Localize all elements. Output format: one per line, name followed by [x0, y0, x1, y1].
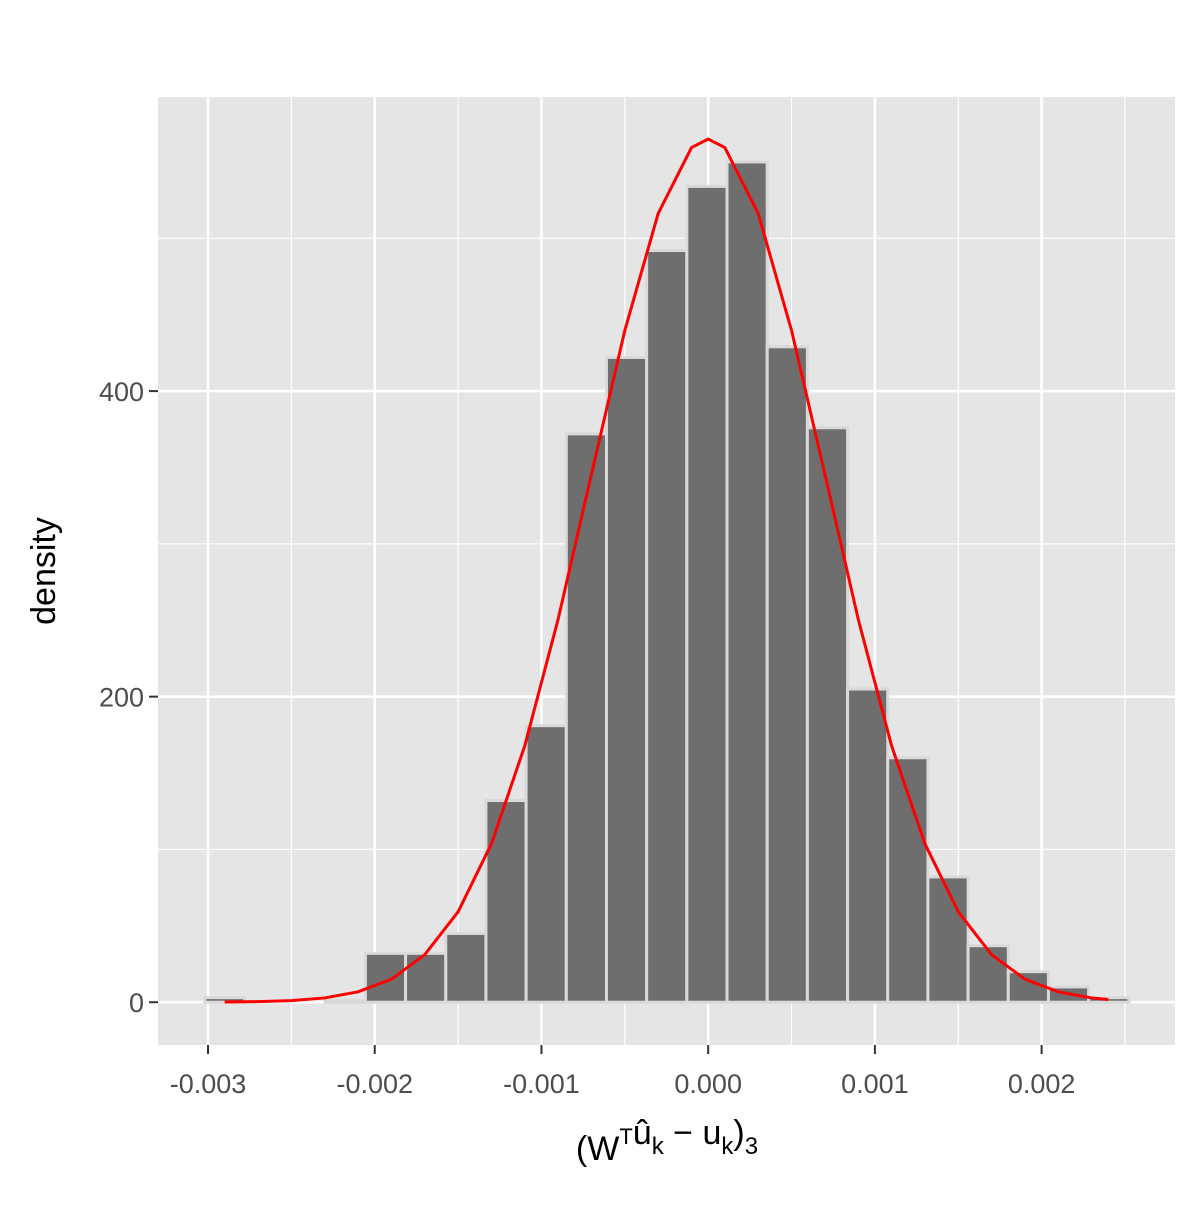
- bar: [725, 160, 769, 1004]
- bar: [404, 951, 448, 1004]
- bar: [886, 756, 930, 1004]
- bar: [846, 687, 890, 1004]
- bar: [926, 875, 970, 1004]
- bar: [645, 249, 689, 1004]
- x-axis-label-part: ): [733, 1114, 744, 1152]
- bar: [363, 951, 408, 1004]
- y-tick-label: 0: [129, 988, 144, 1018]
- y-tick-label: 200: [99, 683, 144, 713]
- x-axis-label-part: (W: [576, 1130, 619, 1168]
- bar: [444, 931, 488, 1004]
- x-axis-label-part: T: [619, 1124, 632, 1149]
- bar: [805, 426, 850, 1004]
- density-curve: [224, 137, 1109, 1004]
- y-tick-label: 400: [99, 377, 144, 407]
- bar: [966, 944, 1010, 1004]
- bar: [484, 799, 528, 1004]
- x-tick-label: -0.001: [503, 1069, 580, 1099]
- bar: [685, 184, 729, 1004]
- x-tick-label: -0.003: [170, 1069, 247, 1099]
- x-tick-label: 0.001: [841, 1069, 909, 1099]
- x-axis-label-part: − u: [664, 1114, 722, 1152]
- x-tick-label: 0.002: [1008, 1069, 1076, 1099]
- x-axis-label-part: k: [721, 1133, 734, 1160]
- x-axis-label-part: û: [633, 1114, 652, 1152]
- x-axis-label: (WTûk − uk)3: [576, 1114, 758, 1168]
- bar: [564, 432, 608, 1004]
- bar: [604, 355, 649, 1004]
- bar: [524, 724, 568, 1004]
- x-axis-label-part: k: [652, 1133, 665, 1160]
- x-axis-label-part: 3: [745, 1133, 758, 1160]
- x-tick-label: 0.000: [674, 1069, 742, 1099]
- bar: [323, 999, 367, 1004]
- y-axis-label: density: [25, 517, 63, 625]
- bar: [765, 345, 809, 1004]
- bar: [1087, 996, 1131, 1004]
- x-tick-label: -0.002: [336, 1069, 413, 1099]
